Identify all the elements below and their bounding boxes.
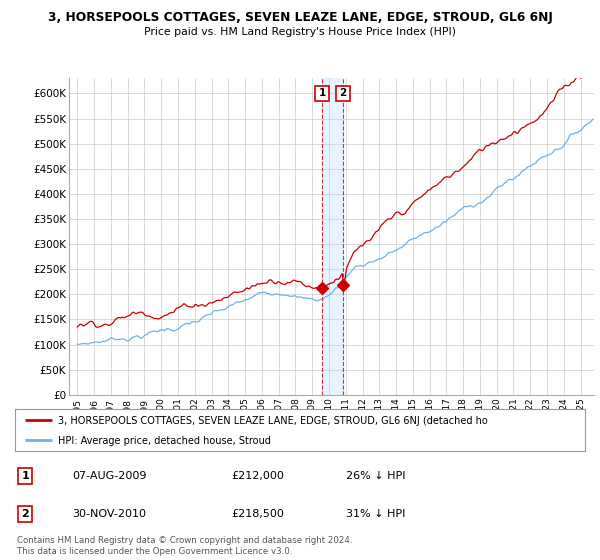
Text: £212,000: £212,000 [232, 471, 284, 481]
Text: 3, HORSEPOOLS COTTAGES, SEVEN LEAZE LANE, EDGE, STROUD, GL6 6NJ (detached ho: 3, HORSEPOOLS COTTAGES, SEVEN LEAZE LANE… [58, 416, 487, 426]
Text: 3, HORSEPOOLS COTTAGES, SEVEN LEAZE LANE, EDGE, STROUD, GL6 6NJ: 3, HORSEPOOLS COTTAGES, SEVEN LEAZE LANE… [47, 11, 553, 24]
Text: 26% ↓ HPI: 26% ↓ HPI [346, 471, 405, 481]
Text: £218,500: £218,500 [232, 508, 284, 519]
Text: 1: 1 [319, 88, 326, 99]
Text: 07-AUG-2009: 07-AUG-2009 [72, 471, 146, 481]
Bar [322, 78, 343, 395]
Text: 2: 2 [340, 88, 347, 99]
Text: 2: 2 [22, 508, 29, 519]
Text: 1: 1 [22, 471, 29, 481]
Text: Contains HM Land Registry data © Crown copyright and database right 2024.
This d: Contains HM Land Registry data © Crown c… [17, 536, 352, 556]
Text: 30-NOV-2010: 30-NOV-2010 [72, 508, 146, 519]
Text: Price paid vs. HM Land Registry's House Price Index (HPI): Price paid vs. HM Land Registry's House … [144, 27, 456, 38]
Text: 31% ↓ HPI: 31% ↓ HPI [346, 508, 405, 519]
Text: HPI: Average price, detached house, Stroud: HPI: Average price, detached house, Stro… [58, 436, 271, 446]
